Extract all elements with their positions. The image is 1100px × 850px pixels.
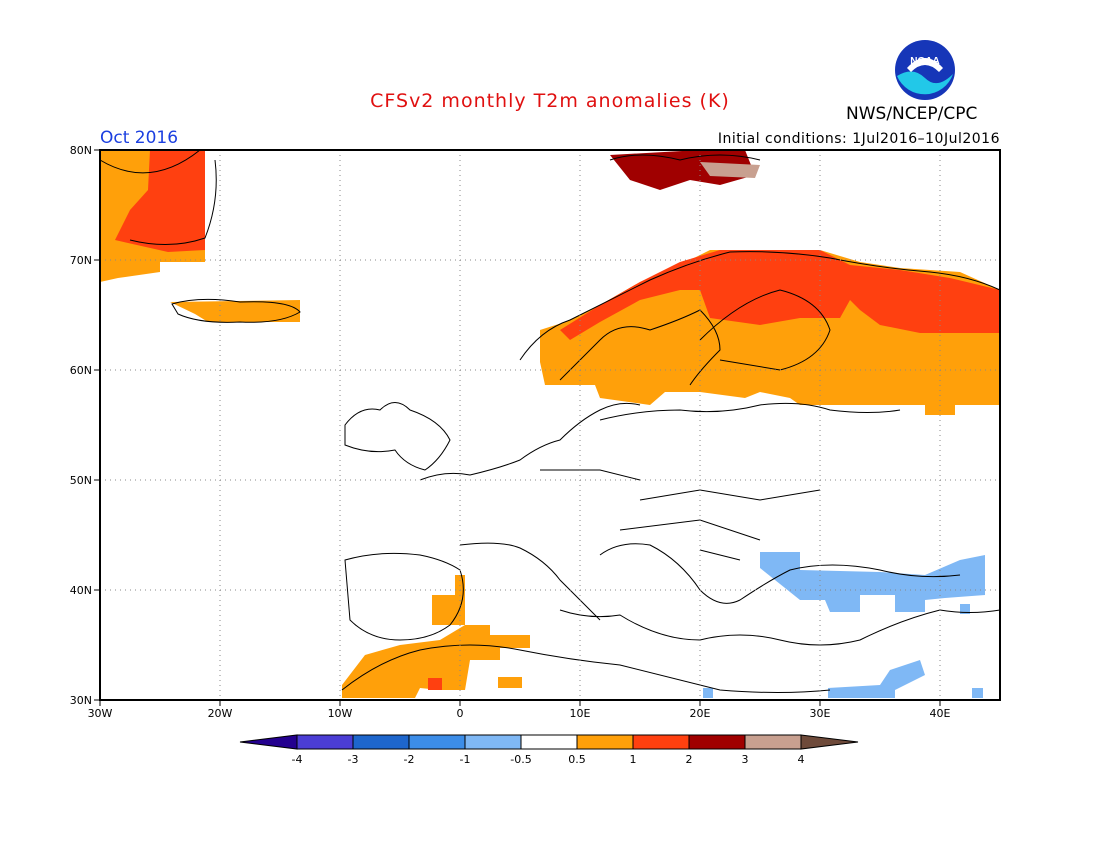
graticule [100, 150, 1000, 700]
initial-conditions-label: Initial conditions: 1Jul2016–10Jul2016 [717, 131, 1000, 147]
colorbar-labels: -4 -3 -2 -1 -0.5 0.5 1 2 3 4 [292, 753, 805, 766]
colorbar-label: -1 [460, 753, 471, 766]
lon-label: 20E [690, 707, 711, 720]
lon-label: 10W [328, 707, 353, 720]
valid-month-label: Oct 2016 [100, 128, 179, 148]
lat-label: 60N [70, 364, 92, 377]
anomaly-shading [100, 150, 1000, 698]
algeria-red-spot [428, 678, 442, 690]
colorbar-label: -4 [292, 753, 303, 766]
lat-label: 70N [70, 254, 92, 267]
colorbar-segment [520, 734, 578, 750]
colorbar-segment [576, 734, 634, 750]
organization-label: NWS/NCEP/CPC [846, 104, 978, 124]
colorbar-label: 3 [742, 753, 749, 766]
lon-label: 40E [930, 707, 951, 720]
lon-label: 0 [457, 707, 464, 720]
lat-label: 40N [70, 584, 92, 597]
turkey-cold-anomaly [760, 552, 985, 612]
colorbar-label: 0.5 [568, 753, 586, 766]
map-title: CFSv2 monthly T2m anomalies (K) [370, 90, 730, 112]
colorbar [239, 734, 859, 750]
noaa-logo-icon: NOAA [895, 40, 955, 100]
svalbard-anomaly [610, 150, 755, 190]
colorbar-segment [744, 734, 802, 750]
greenland-strong-anomaly [115, 150, 205, 252]
colorbar-segment [408, 734, 466, 750]
lon-label: 10E [570, 707, 591, 720]
lon-label: 30W [88, 707, 113, 720]
colorbar-segment [296, 734, 354, 750]
map-frame [99, 149, 1001, 701]
colorbar-label: -0.5 [510, 753, 531, 766]
small-cold-spot-2 [972, 688, 983, 698]
colorbar-label: 2 [686, 753, 693, 766]
lon-label: 20W [208, 707, 233, 720]
colorbar-segment [632, 734, 690, 750]
svalbard-extreme-anomaly [700, 162, 760, 178]
colorbar-label: -3 [348, 753, 359, 766]
colorbar-segment [352, 734, 410, 750]
lat-label: 80N [70, 144, 92, 157]
axis-ticks [94, 149, 941, 706]
longitude-labels: 30W 20W 10W 0 10E 20E 30E 40E [88, 707, 951, 720]
map-background [100, 150, 1000, 700]
north-africa-anomaly [342, 625, 530, 698]
lat-label: 50N [70, 474, 92, 487]
colorbar-label: 4 [798, 753, 805, 766]
lon-label: 30E [810, 707, 831, 720]
iberia-anomaly [432, 575, 465, 625]
latitude-labels: 30N 40N 50N 60N 70N 80N [70, 144, 92, 707]
colorbar-segment [688, 734, 746, 750]
small-cold-spot-3 [703, 688, 713, 698]
colorbar-segment [239, 734, 298, 750]
scandinavia-strong-anomaly [560, 250, 1000, 340]
small-cold-spot [960, 604, 970, 614]
iceland-anomaly [170, 300, 300, 322]
colorbar-segment [800, 734, 859, 750]
lat-label: 30N [70, 694, 92, 707]
colorbar-label: -2 [404, 753, 415, 766]
colorbar-label: 1 [630, 753, 637, 766]
colorbar-segment [464, 734, 522, 750]
africa-spot-anomaly [498, 677, 522, 688]
svg-text:NOAA: NOAA [910, 56, 939, 67]
syria-cold-anomaly [828, 660, 925, 698]
